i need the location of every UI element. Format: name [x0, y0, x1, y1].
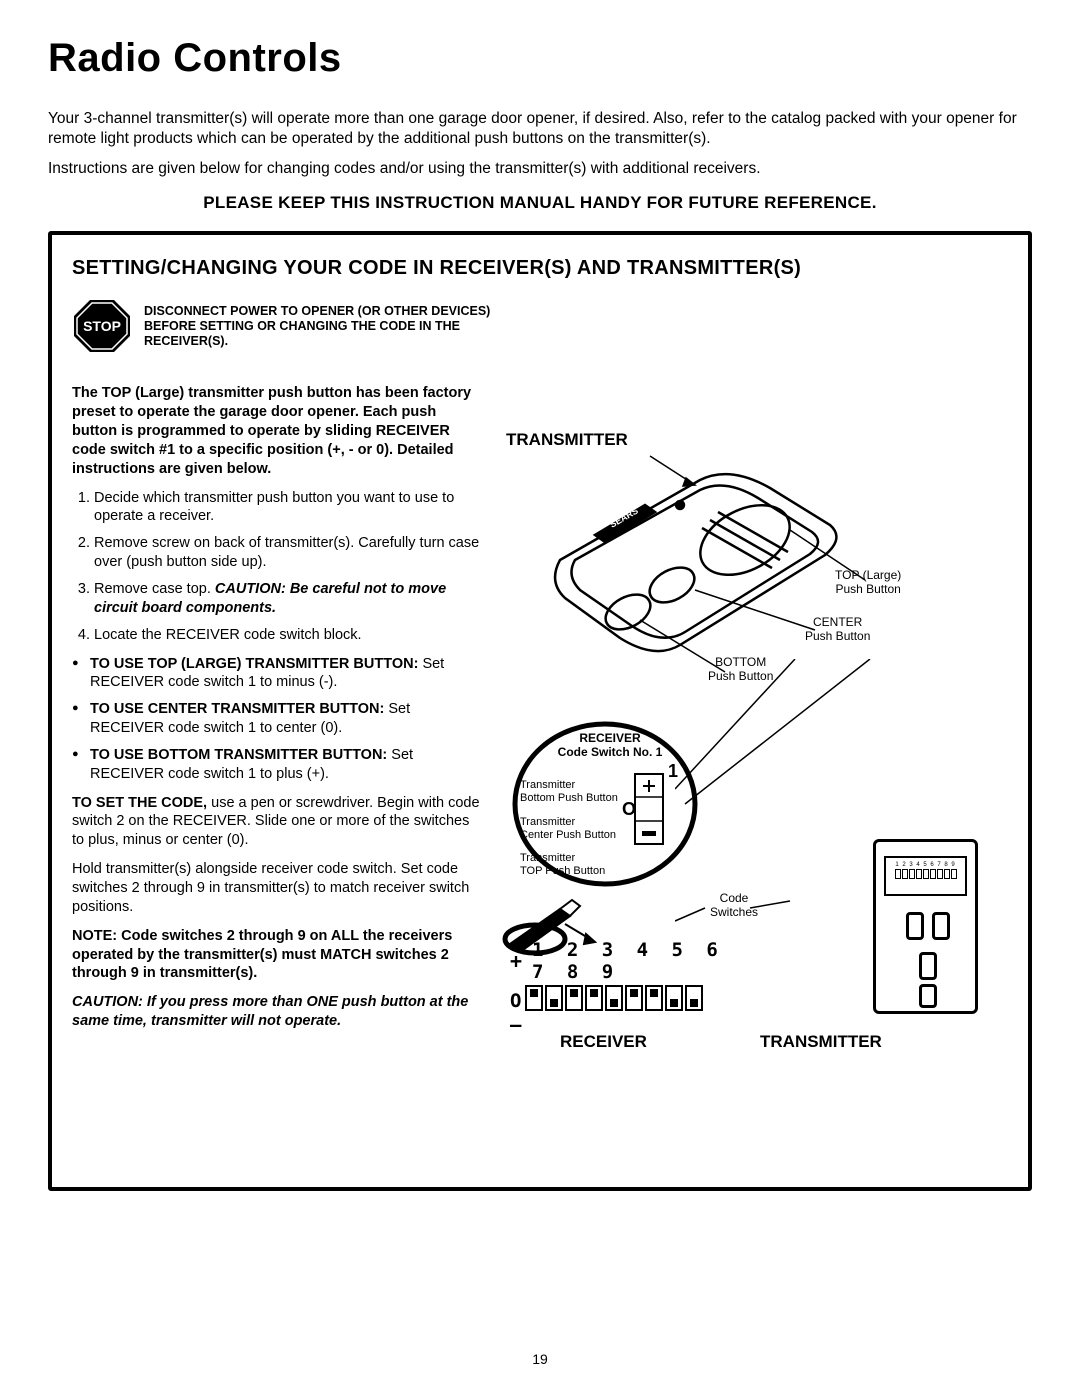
intro-p1: Your 3-channel transmitter(s) will opera… — [48, 109, 1032, 149]
instruction-box: SETTING/CHANGING YOUR CODE IN RECEIVER(S… — [48, 231, 1032, 1191]
step-4: Locate the RECEIVER code switch block. — [94, 626, 482, 645]
diagram-area: TRANSMITTER — [500, 384, 1008, 1144]
left-column: The TOP (Large) transmitter push button … — [72, 384, 482, 1144]
page-title: Radio Controls — [48, 36, 1032, 81]
tx-bottom-label: Transmitter Bottom Push Button — [520, 779, 630, 803]
code-switch — [645, 985, 663, 1011]
code-switch — [545, 985, 563, 1011]
stop-warning: STOP DISCONNECT POWER TO OPENER (OR OTHE… — [72, 298, 512, 354]
bullet-top: TO USE TOP (LARGE) TRANSMITTER BUTTON: S… — [72, 655, 482, 693]
tx-top-label: Transmitter TOP Push Button — [520, 852, 630, 876]
bullet-bottom: TO USE BOTTOM TRANSMITTER BUTTON: Set RE… — [72, 746, 482, 784]
code-switch — [565, 985, 583, 1011]
stop-icon: STOP — [72, 298, 132, 354]
top-button-label: TOP (Large) Push Button — [835, 569, 901, 595]
page-number: 19 — [0, 1351, 1080, 1367]
code-switches-line — [675, 896, 795, 926]
hold-paragraph: Hold transmitter(s) alongside receiver c… — [72, 860, 482, 917]
intro-block: Your 3-channel transmitter(s) will opera… — [48, 109, 1032, 179]
receiver-big-label: RECEIVER — [560, 1032, 647, 1052]
code-switch — [585, 985, 603, 1011]
toset-paragraph: TO SET THE CODE, use a pen or screwdrive… — [72, 794, 482, 851]
note-paragraph: NOTE: Code switches 2 through 9 on ALL t… — [72, 927, 482, 984]
code-switch — [685, 985, 703, 1011]
code-switch — [605, 985, 623, 1011]
preset-paragraph: The TOP (Large) transmitter push button … — [72, 384, 482, 478]
section-heading: SETTING/CHANGING YOUR CODE IN RECEIVER(S… — [72, 257, 1008, 280]
stop-text: DISCONNECT POWER TO OPENER (OR OTHER DEV… — [144, 304, 512, 349]
bullet-center: TO USE CENTER TRANSMITTER BUTTON: Set RE… — [72, 700, 482, 738]
center-button-label: CENTER Push Button — [805, 616, 870, 642]
transmitter-big-label: TRANSMITTER — [760, 1032, 882, 1052]
receiver-switch-label: RECEIVER Code Switch No. 1 — [555, 732, 665, 758]
code-switch — [625, 985, 643, 1011]
transmitter-back: 1 2 3 4 5 6 7 8 9 — [873, 839, 978, 1014]
keep-notice: PLEASE KEEP THIS INSTRUCTION MANUAL HAND… — [48, 193, 1032, 213]
code-plus: + — [510, 949, 528, 973]
svg-text:STOP: STOP — [83, 318, 121, 334]
step-1: Decide which transmitter push button you… — [94, 489, 482, 527]
transmitter-code-strip: 1 2 3 4 5 6 7 8 9 — [884, 856, 967, 896]
intro-p2: Instructions are given below for changin… — [48, 159, 1032, 179]
tx-center-label: Transmitter Center Push Button — [520, 816, 630, 840]
code-numbers: 1 2 3 4 5 6 7 8 9 — [532, 939, 740, 983]
step-3: Remove case top. CAUTION: Be careful not… — [94, 580, 482, 618]
connector-lines — [675, 659, 875, 819]
code-o: O — [510, 990, 521, 1012]
caution2-paragraph: CAUTION: If you press more than ONE push… — [72, 993, 482, 1031]
step-2: Remove screw on back of transmitter(s). … — [94, 534, 482, 572]
code-switch — [525, 985, 543, 1011]
numbered-steps: Decide which transmitter push button you… — [94, 489, 482, 645]
code-switch-block: + 1 2 3 4 5 6 7 8 9 O – — [510, 939, 740, 1036]
bullet-list: TO USE TOP (LARGE) TRANSMITTER BUTTON: S… — [72, 655, 482, 784]
code-switch — [665, 985, 683, 1011]
